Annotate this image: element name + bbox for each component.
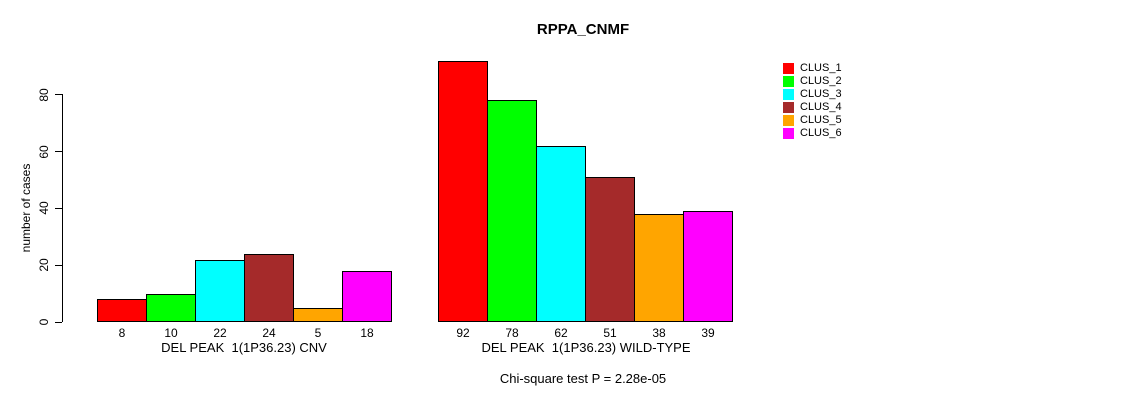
bar-clus_5-cnv [293, 307, 343, 322]
bar-value-label: 22 [213, 326, 227, 340]
legend-item-clus_6: CLUS_6 [783, 127, 842, 140]
bar-clus_1-cnv [97, 299, 147, 322]
legend-item-clus_3: CLUS_3 [783, 88, 842, 101]
bar-value-label: 5 [314, 326, 322, 340]
legend-swatch [783, 63, 794, 74]
bar-value-label: 8 [118, 326, 126, 340]
y-tick-mark [55, 94, 62, 96]
y-tick-label: 80 [37, 88, 51, 102]
bar-value-label: 18 [360, 326, 374, 340]
y-tick-mark [55, 264, 62, 266]
bar-clus_1-wild-type [438, 60, 488, 322]
group-label-wild-type: DEL PEAK 1(1P36.23) WILD-TYPE [481, 340, 691, 355]
bar-clus_3-wild-type [536, 145, 586, 322]
bar-clus_6-wild-type [683, 211, 733, 322]
bar-clus_3-cnv [195, 259, 245, 322]
bar-value-label: 10 [164, 326, 178, 340]
bar-value-label: 92 [456, 326, 470, 340]
legend-label: CLUS_1 [800, 62, 842, 74]
legend-label: CLUS_4 [800, 101, 842, 113]
legend-label: CLUS_6 [800, 127, 842, 139]
legend: CLUS_1 CLUS_2 CLUS_3 CLUS_4 CLUS_5 CLUS_6 [783, 62, 842, 140]
y-tick-label: 0 [37, 318, 51, 326]
bar-clus_4-cnv [244, 253, 294, 322]
legend-item-clus_4: CLUS_4 [783, 101, 842, 114]
y-tick-mark [55, 321, 62, 323]
group-label-cnv: DEL PEAK 1(1P36.23) CNV [161, 340, 327, 355]
y-tick-label: 20 [37, 258, 51, 272]
y-tick-mark [55, 151, 62, 153]
y-axis-label: number of cases [19, 163, 33, 253]
bar-value-label: 78 [505, 326, 519, 340]
legend-label: CLUS_2 [800, 75, 842, 87]
legend-swatch [783, 115, 794, 126]
bar-clus_6-cnv [342, 270, 392, 322]
y-tick-mark [55, 207, 62, 209]
chart-title: RPPA_CNMF [536, 21, 630, 38]
legend-swatch [783, 89, 794, 100]
bar-value-label: 38 [652, 326, 666, 340]
legend-swatch [783, 102, 794, 113]
bar-value-label: 24 [262, 326, 276, 340]
legend-item-clus_2: CLUS_2 [783, 75, 842, 88]
bar-clus_2-wild-type [487, 100, 537, 322]
bar-clus_2-cnv [146, 293, 196, 322]
legend-item-clus_5: CLUS_5 [783, 114, 842, 127]
y-axis-line [62, 94, 63, 322]
legend-item-clus_1: CLUS_1 [783, 62, 842, 75]
y-tick-label: 60 [37, 144, 51, 159]
y-tick-label: 40 [37, 201, 51, 216]
legend-label: CLUS_5 [800, 114, 842, 126]
legend-swatch [783, 76, 794, 87]
legend-label: CLUS_3 [800, 88, 842, 100]
bar-value-label: 39 [701, 326, 715, 340]
bar-value-label: 51 [603, 326, 617, 340]
chi-square-annotation: Chi-square test P = 2.28e-05 [499, 371, 667, 386]
bar-clus_5-wild-type [634, 214, 684, 322]
bar-clus_4-wild-type [585, 177, 635, 322]
legend-swatch [783, 128, 794, 139]
bar-value-label: 62 [554, 326, 568, 340]
